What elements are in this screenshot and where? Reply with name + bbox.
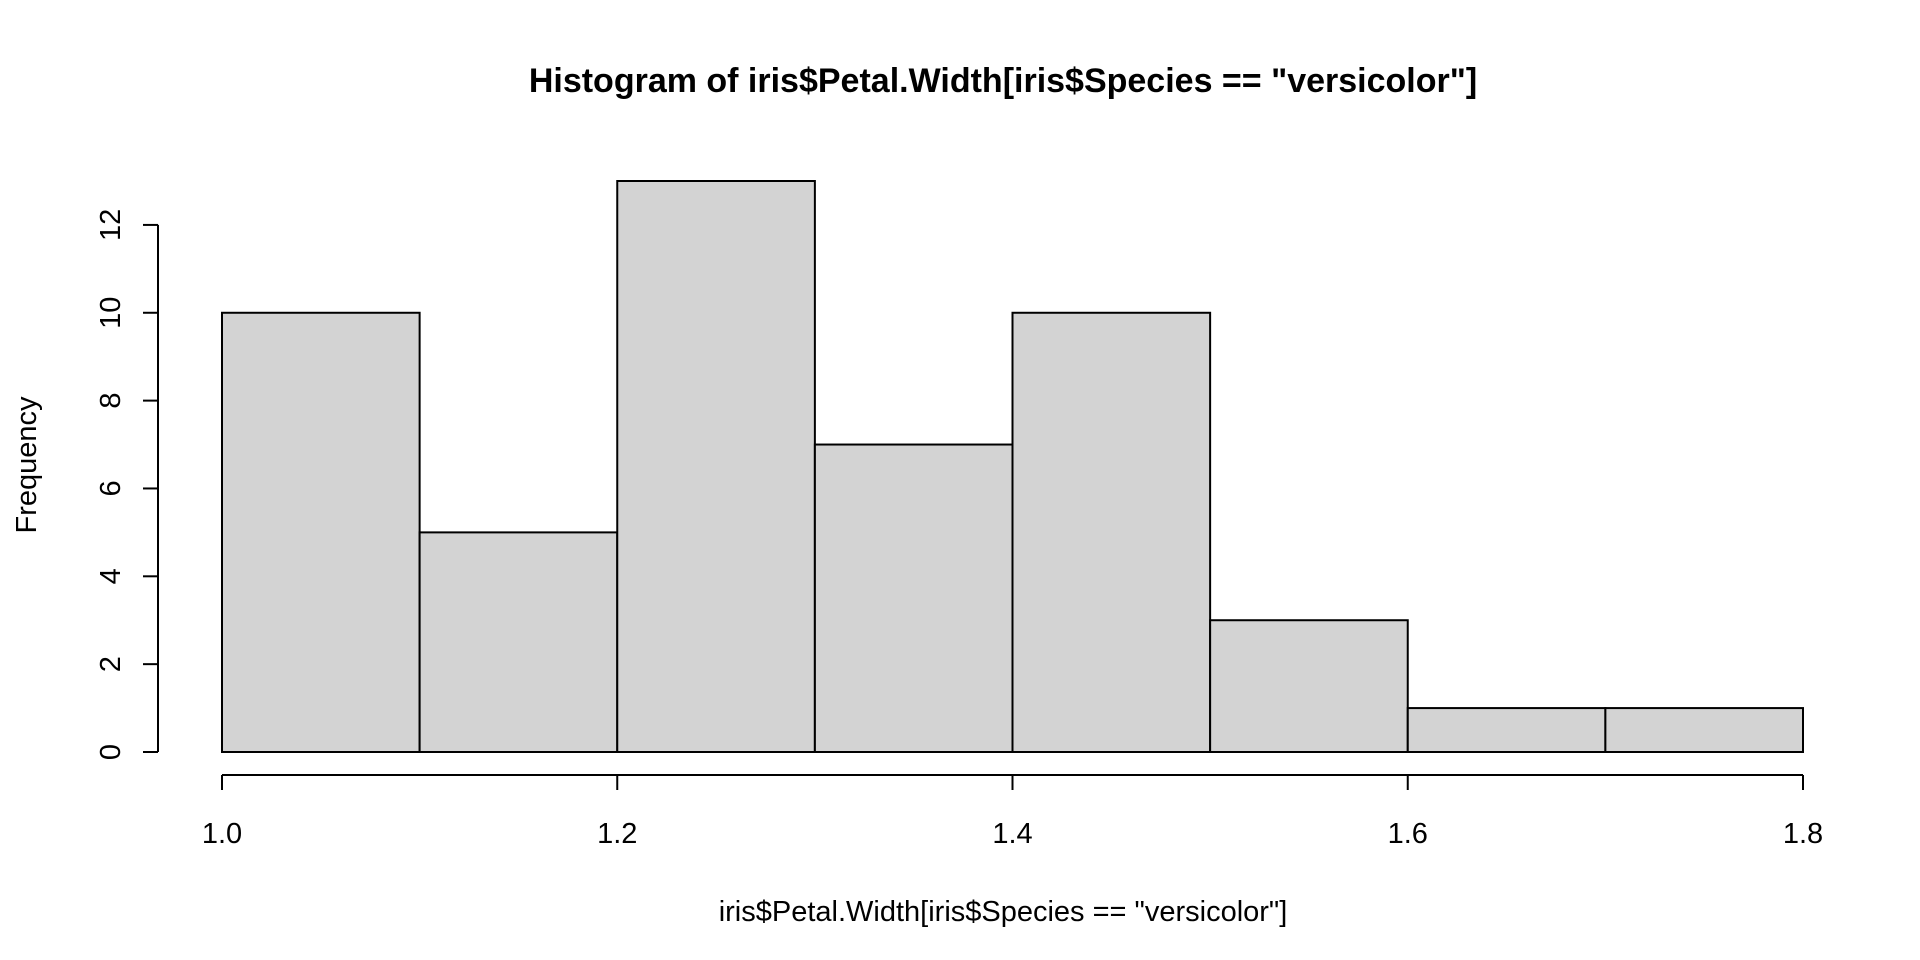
x-tick-label: 1.2: [597, 818, 637, 850]
histogram-bar: [1604, 707, 1804, 753]
bars-group: [221, 180, 1804, 754]
x-axis-label: iris$Petal.Width[iris$Species == "versic…: [719, 896, 1288, 928]
histogram-bar: [221, 311, 421, 753]
histogram-bar: [616, 180, 816, 753]
x-tick-label: 1.4: [992, 818, 1032, 850]
y-tick-label: 12: [95, 209, 127, 241]
histogram-bar: [418, 531, 619, 754]
x-axis: 1.0 1.2 1.4 1.6 1.8: [202, 774, 1823, 850]
histogram-bar: [1406, 707, 1607, 753]
y-tick-label: 4: [95, 568, 127, 584]
x-tick-label: 1.8: [1783, 818, 1823, 850]
x-tick-label: 1.6: [1388, 818, 1428, 850]
histogram-bar: [1011, 311, 1212, 753]
histogram-bar: [813, 443, 1014, 753]
y-tick-label: 0: [95, 744, 127, 760]
y-tick-label: 6: [95, 480, 127, 496]
y-tick-label: 2: [95, 656, 127, 672]
y-tick-label: 8: [95, 393, 127, 409]
y-axis-label: Frequency: [11, 396, 43, 534]
y-tick-label: 10: [95, 297, 127, 329]
histogram-bar: [1209, 619, 1409, 753]
y-axis: 0 2 4 6 8 10 12: [95, 209, 159, 760]
x-tick-label: 1.0: [202, 818, 242, 850]
chart-title: Histogram of iris$Petal.Width[iris$Speci…: [529, 62, 1477, 100]
